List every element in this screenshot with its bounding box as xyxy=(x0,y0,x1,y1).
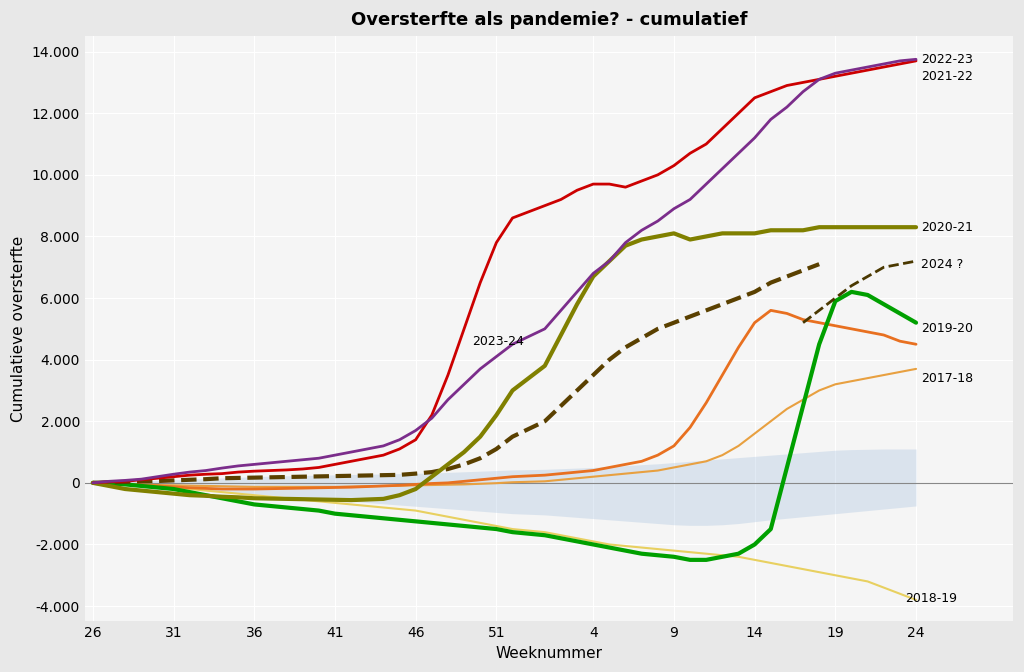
Text: 2019-20: 2019-20 xyxy=(921,323,973,335)
Title: Oversterfte als pandemie? - cumulatief: Oversterfte als pandemie? - cumulatief xyxy=(350,11,748,29)
Text: 2021-22: 2021-22 xyxy=(921,70,973,83)
Text: 2017-18: 2017-18 xyxy=(921,372,973,384)
Y-axis label: Cumulatieve oversterfte: Cumulatieve oversterfte xyxy=(11,236,26,422)
Text: 2018-19: 2018-19 xyxy=(905,592,956,605)
Text: 2022-23: 2022-23 xyxy=(921,53,973,66)
Text: 2023-24: 2023-24 xyxy=(472,335,524,347)
Text: 2024 ?: 2024 ? xyxy=(921,257,964,271)
X-axis label: Weeknummer: Weeknummer xyxy=(496,646,602,661)
Text: 2020-21: 2020-21 xyxy=(921,220,973,234)
